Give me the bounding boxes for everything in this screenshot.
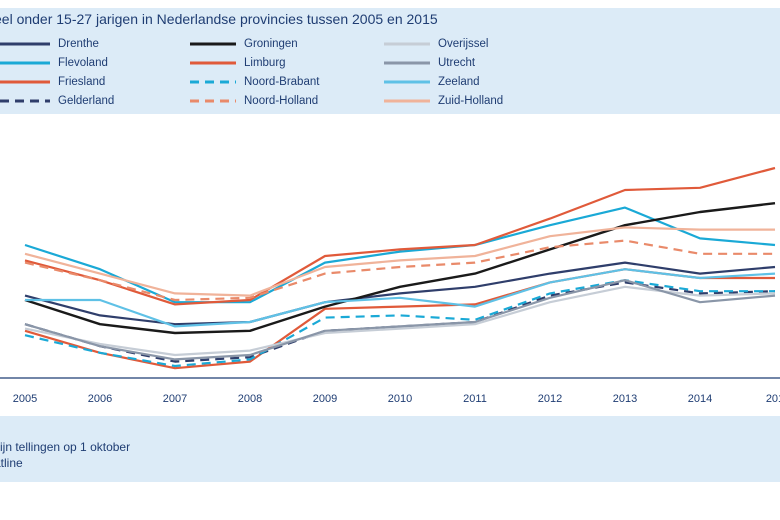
footnote-line-1: zijn tellingen op 1 oktober xyxy=(0,440,131,454)
legend-swatch-flevoland xyxy=(0,61,50,65)
legend-swatch-gelderland xyxy=(0,99,50,103)
legend-label-utrecht: Utrecht xyxy=(438,57,476,69)
x-tick-label-2009: 2009 xyxy=(313,393,337,405)
series-line-noord-holland xyxy=(24,239,775,302)
series-line-zeeland xyxy=(25,268,776,328)
legend-item-noord-holland: Noord-Holland xyxy=(186,93,318,109)
legend-item-friesland: Friesland xyxy=(0,74,105,90)
legend-item-utrecht: Utrecht xyxy=(380,55,475,71)
x-tick-label-2011: 2011 xyxy=(463,393,487,405)
title-band xyxy=(0,8,780,30)
series-line-noord-brabant xyxy=(24,279,775,368)
legend-swatch-overijssel xyxy=(384,42,430,46)
legend-swatch-noord-holland xyxy=(190,99,236,103)
legend-label-gelderland: Gelderland xyxy=(58,95,115,107)
series-line-overijssel xyxy=(24,285,776,357)
legend: Drenthe Flevoland Friesland Gelderland Groni… xyxy=(0,32,780,112)
x-tick-label-2005: 2005 xyxy=(13,393,37,405)
legend-item-gelderland: Gelderland xyxy=(0,93,114,109)
chart-title: eel onder 15-27 jarigen in Nederlandse p… xyxy=(0,11,438,27)
x-tick-label-2008: 2008 xyxy=(238,393,262,405)
legend-swatch-groningen xyxy=(190,42,236,46)
x-tick-label-2015: 201 xyxy=(766,393,780,405)
x-tick-label-2012: 2012 xyxy=(538,393,562,405)
legend-swatch-limburg xyxy=(190,61,236,65)
legend-item-overijssel: Overijssel xyxy=(380,36,488,52)
legend-item-noord-brabant: Noord-Brabant xyxy=(186,74,319,90)
series-line-flevoland xyxy=(24,206,776,304)
legend-item-zeeland: Zeeland xyxy=(380,74,480,90)
legend-label-zeeland: Zeeland xyxy=(438,76,480,88)
x-tick-label-2007: 2007 xyxy=(163,393,187,405)
legend-label-zuid-holland: Zuid-Holland xyxy=(438,95,504,107)
series-line-utrecht xyxy=(24,279,776,361)
legend-item-groningen: Groningen xyxy=(186,36,298,52)
legend-swatch-utrecht xyxy=(384,61,430,65)
series-line-zuid-holland xyxy=(24,226,775,297)
legend-item-drenthe: Drenthe xyxy=(0,36,99,52)
legend-item-flevoland: Flevoland xyxy=(0,55,108,71)
legend-label-limburg: Limburg xyxy=(244,57,286,69)
x-tick-label-2013: 2013 xyxy=(613,393,637,405)
legend-label-noord-holland: Noord-Holland xyxy=(244,95,319,107)
line-chart: 2005 2006 2007 2008 2009 2010 2011 2012 2013 2014… xyxy=(0,166,780,405)
legend-label-drenthe: Drenthe xyxy=(58,38,99,50)
footnote: zijn tellingen op 1 oktober atline xyxy=(0,439,130,471)
legend-label-groningen: Groningen xyxy=(244,38,298,50)
legend-swatch-noord-brabant xyxy=(190,80,236,84)
series-line-limburg xyxy=(24,166,776,306)
series-line-groningen xyxy=(24,202,776,335)
legend-label-overijssel: Overijssel xyxy=(438,38,489,50)
footer-band xyxy=(0,416,780,482)
legend-swatch-friesland xyxy=(0,80,50,84)
legend-swatch-drenthe xyxy=(0,42,50,46)
x-tick-label-2010: 2010 xyxy=(388,393,412,405)
legend-item-limburg: Limburg xyxy=(186,55,286,71)
footnote-line-2: atline xyxy=(0,456,23,470)
legend-label-flevoland: Flevoland xyxy=(58,57,108,69)
x-tick-label-2006: 2006 xyxy=(88,393,112,405)
legend-label-noord-brabant: Noord-Brabant xyxy=(244,76,320,88)
legend-label-friesland: Friesland xyxy=(58,76,106,88)
legend-swatch-zuid-holland xyxy=(384,99,430,103)
legend-swatch-zeeland xyxy=(384,80,430,84)
legend-item-zuid-holland: Zuid-Holland xyxy=(380,93,503,109)
series-line-drenthe xyxy=(24,261,776,326)
x-tick-label-2014: 2014 xyxy=(688,393,712,405)
